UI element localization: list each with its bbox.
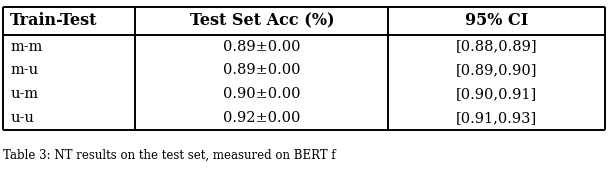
Text: 0.92±0.00: 0.92±0.00 (223, 111, 300, 125)
Text: [0.91,0.93]: [0.91,0.93] (456, 111, 537, 125)
Text: Table 3: NT results on the test set, measured on BERT f: Table 3: NT results on the test set, mea… (3, 148, 336, 161)
Text: m-u: m-u (10, 63, 38, 77)
Text: 0.89±0.00: 0.89±0.00 (223, 39, 300, 54)
Text: Train-Test: Train-Test (10, 12, 98, 29)
Text: m-m: m-m (10, 39, 43, 54)
Text: u-u: u-u (10, 111, 34, 125)
Text: [0.90,0.91]: [0.90,0.91] (456, 87, 537, 101)
Text: [0.89,0.90]: [0.89,0.90] (456, 63, 537, 77)
Text: 95% CI: 95% CI (465, 12, 528, 29)
Text: 0.90±0.00: 0.90±0.00 (223, 87, 300, 101)
Text: [0.88,0.89]: [0.88,0.89] (456, 39, 537, 54)
Text: 0.89±0.00: 0.89±0.00 (223, 63, 300, 77)
Text: Test Set Acc (%): Test Set Acc (%) (190, 12, 334, 29)
Text: u-m: u-m (10, 87, 38, 101)
